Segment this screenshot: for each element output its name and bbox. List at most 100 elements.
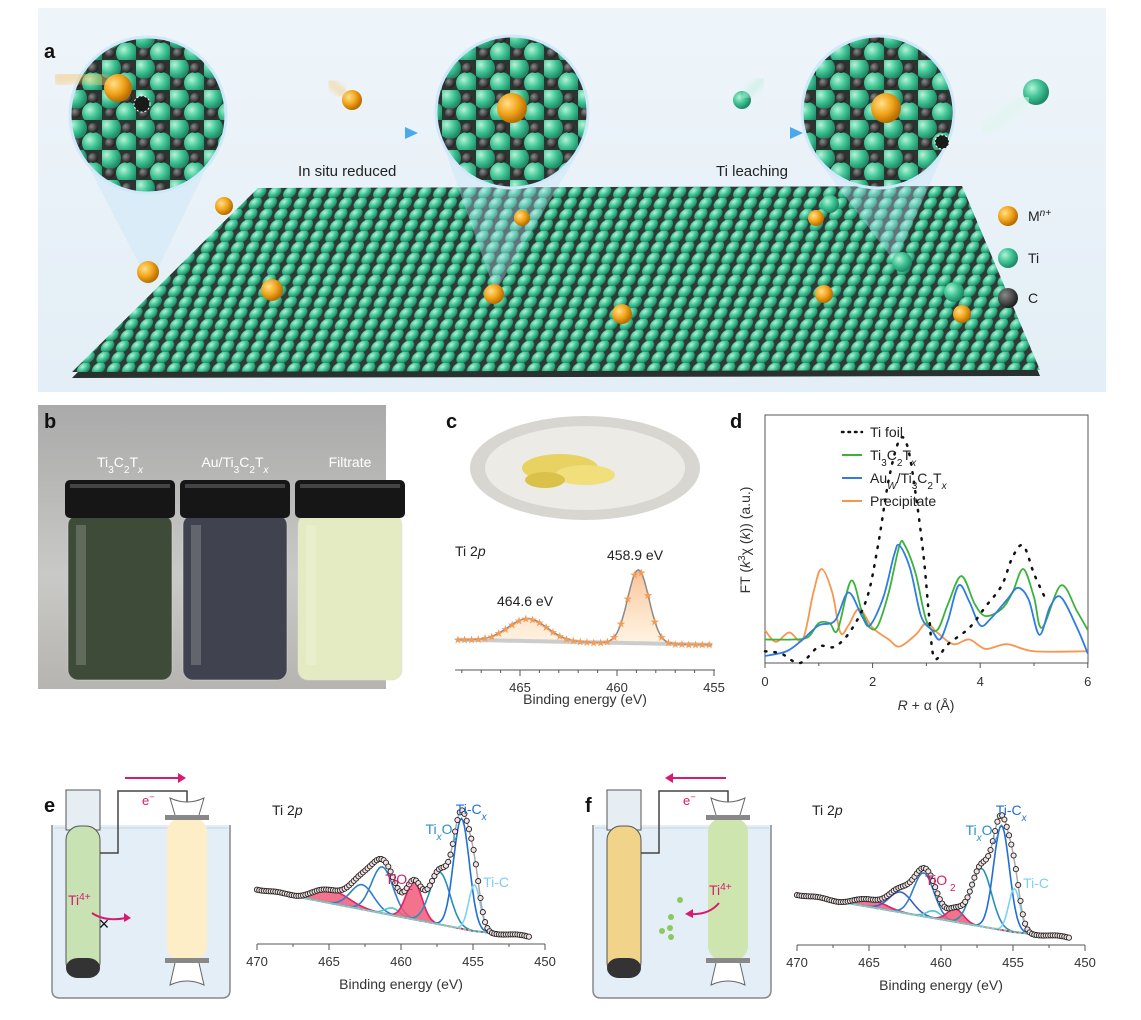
- data-point: [465, 826, 473, 833]
- data-point: [1008, 841, 1015, 848]
- panel-label-e: e: [44, 795, 55, 817]
- blocked-icon: ×: [99, 914, 110, 934]
- data-point: [987, 846, 994, 854]
- data-point: [971, 874, 978, 881]
- arrow-ti-leaching: [680, 127, 803, 139]
- data-point: [985, 852, 992, 860]
- x-axis-label: Binding energy (eV): [339, 976, 463, 992]
- x-tick-label: 465: [858, 955, 880, 970]
- legend-label-metal-ion: Mn+: [1028, 208, 1051, 225]
- legend-label: Ti foil: [870, 424, 903, 440]
- data-point: [964, 894, 971, 901]
- data-point: ★: [623, 593, 633, 605]
- wire: [641, 790, 729, 854]
- magnified-view-1: [52, 35, 228, 195]
- data-point: [929, 877, 936, 884]
- data-point: ★: [548, 627, 558, 639]
- data-point: [969, 881, 976, 888]
- ti-ion-particle: [667, 925, 673, 931]
- label-tixoy: TixOy: [425, 821, 458, 843]
- data-point: [973, 868, 980, 875]
- data-point: ★: [650, 616, 660, 628]
- data-point: ★: [691, 639, 701, 651]
- x-axis-label: Binding energy (eV): [523, 691, 647, 707]
- x-axis-label: R + α (Å): [898, 697, 955, 713]
- wire: [100, 790, 188, 854]
- panel-label-f: f: [585, 795, 592, 817]
- vial-cap-highlight: [300, 484, 400, 488]
- data-point: ★: [507, 619, 517, 631]
- data-point: ★: [467, 635, 477, 647]
- label-tio2: TiO 2: [925, 872, 956, 894]
- ti-ion-particle: [659, 928, 665, 934]
- data-point: ★: [582, 637, 592, 649]
- data-point: [1003, 823, 1010, 830]
- data-point: ★: [575, 637, 585, 649]
- x-tick-label: 465: [509, 680, 531, 695]
- arrow-in-situ-reduced: [295, 127, 418, 139]
- label-tic: Ti-C: [483, 874, 509, 890]
- x-tick-label: 455: [703, 680, 725, 695]
- component-fill: [257, 888, 530, 937]
- bag-clip: [706, 958, 750, 963]
- vial-cap-highlight: [185, 484, 285, 488]
- ti-ion-particle: [677, 897, 683, 903]
- data-point: ★: [589, 637, 599, 649]
- vial-label: Au/Ti3C2Tx: [201, 454, 269, 476]
- data-point: ★: [630, 569, 640, 581]
- data-point: ★: [596, 637, 606, 649]
- data-point: ★: [494, 628, 504, 640]
- data-point: [1010, 852, 1017, 859]
- panel-label-d: d: [730, 411, 742, 433]
- label-tixoy: TixOy: [965, 822, 998, 844]
- legend-panel-a: Mn+ Ti C: [998, 206, 1051, 308]
- data-point: ★: [670, 639, 680, 651]
- mxene-slab: [72, 186, 1040, 378]
- vial-label: Ti3C2Tx: [97, 454, 144, 476]
- step-label-ti-leaching: Ti leaching: [716, 163, 788, 180]
- series-line: [764, 568, 1088, 653]
- tube-bottom: [607, 958, 641, 978]
- c-legend-icon: [998, 288, 1018, 308]
- bag-clip: [165, 815, 209, 820]
- data-point: [1022, 920, 1029, 927]
- bag-clip: [706, 815, 750, 820]
- data-point: ★: [555, 631, 565, 643]
- data-point: [452, 828, 459, 835]
- vial-liquid: [298, 515, 402, 680]
- vial: Au/Ti3C2Tx: [180, 454, 290, 681]
- fit-line: [457, 568, 713, 646]
- magnifier-cone: [445, 150, 580, 292]
- data-point: [447, 851, 454, 858]
- data-point: [989, 838, 996, 845]
- vial-cap-highlight: [70, 484, 170, 488]
- data-point: [994, 818, 1001, 825]
- data-point: [1065, 934, 1072, 941]
- data-point: [1015, 881, 1022, 889]
- data-point: [932, 884, 939, 891]
- x-tick-label: 0: [761, 674, 768, 689]
- precipitate-sample: [522, 454, 615, 488]
- data-point: ★: [616, 619, 626, 631]
- x-tick-label: 460: [930, 955, 952, 970]
- spectrum-title: Ti 2p: [455, 543, 486, 559]
- peak-label-458: 458.9 eV: [607, 547, 664, 563]
- arrow-head: [685, 909, 693, 918]
- bag-knot: [169, 797, 205, 816]
- bag-knot: [710, 962, 746, 986]
- data-point: [1017, 897, 1024, 904]
- data-point: [992, 827, 999, 835]
- data-point: [927, 872, 934, 879]
- panel-d: d 0 2 4 6 R + α (Å) FT (k3χ (k)) (a.u.) Ti foi…: [730, 411, 1091, 713]
- data-point: [392, 879, 399, 887]
- vial-cap: [180, 480, 290, 518]
- gold-atom-icon: [497, 93, 527, 123]
- bag-knot: [710, 797, 746, 816]
- dialysis-bag: [167, 818, 207, 960]
- data-point: ★: [487, 631, 497, 643]
- data-point: [472, 861, 479, 868]
- data-point: [1001, 816, 1008, 823]
- bag-knot: [169, 962, 205, 986]
- data-point: [385, 863, 392, 870]
